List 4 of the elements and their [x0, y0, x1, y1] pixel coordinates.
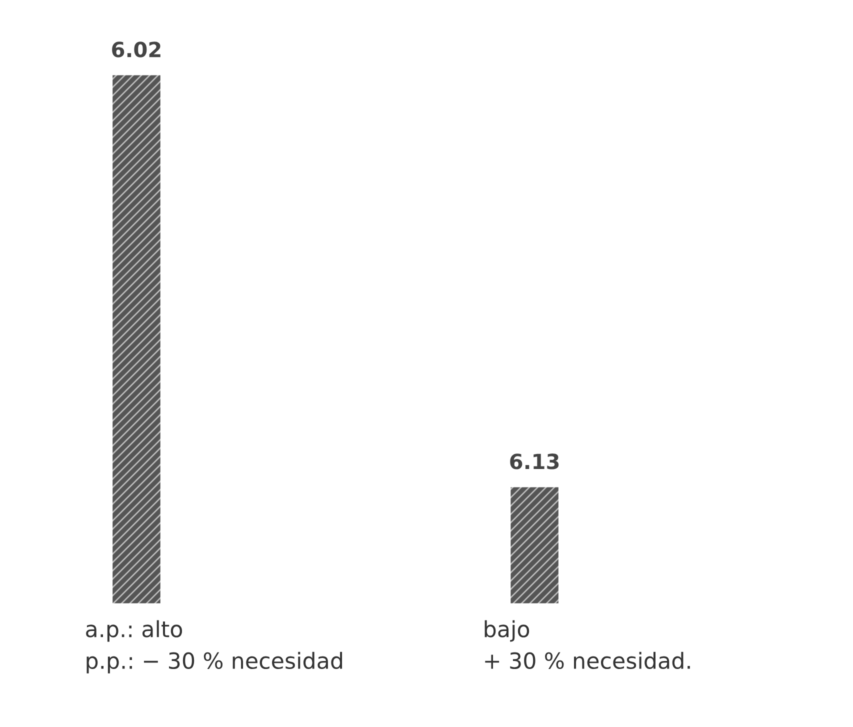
x-tick-label: a.p.: alto p.p.: − 30 % necesidad — [86, 620, 342, 674]
x-tick-label: bajo + 30 % necesidad. — [484, 620, 690, 670]
annotation: 6.13 — [510, 454, 559, 470]
text: 6.02 — [112, 42, 160, 58]
